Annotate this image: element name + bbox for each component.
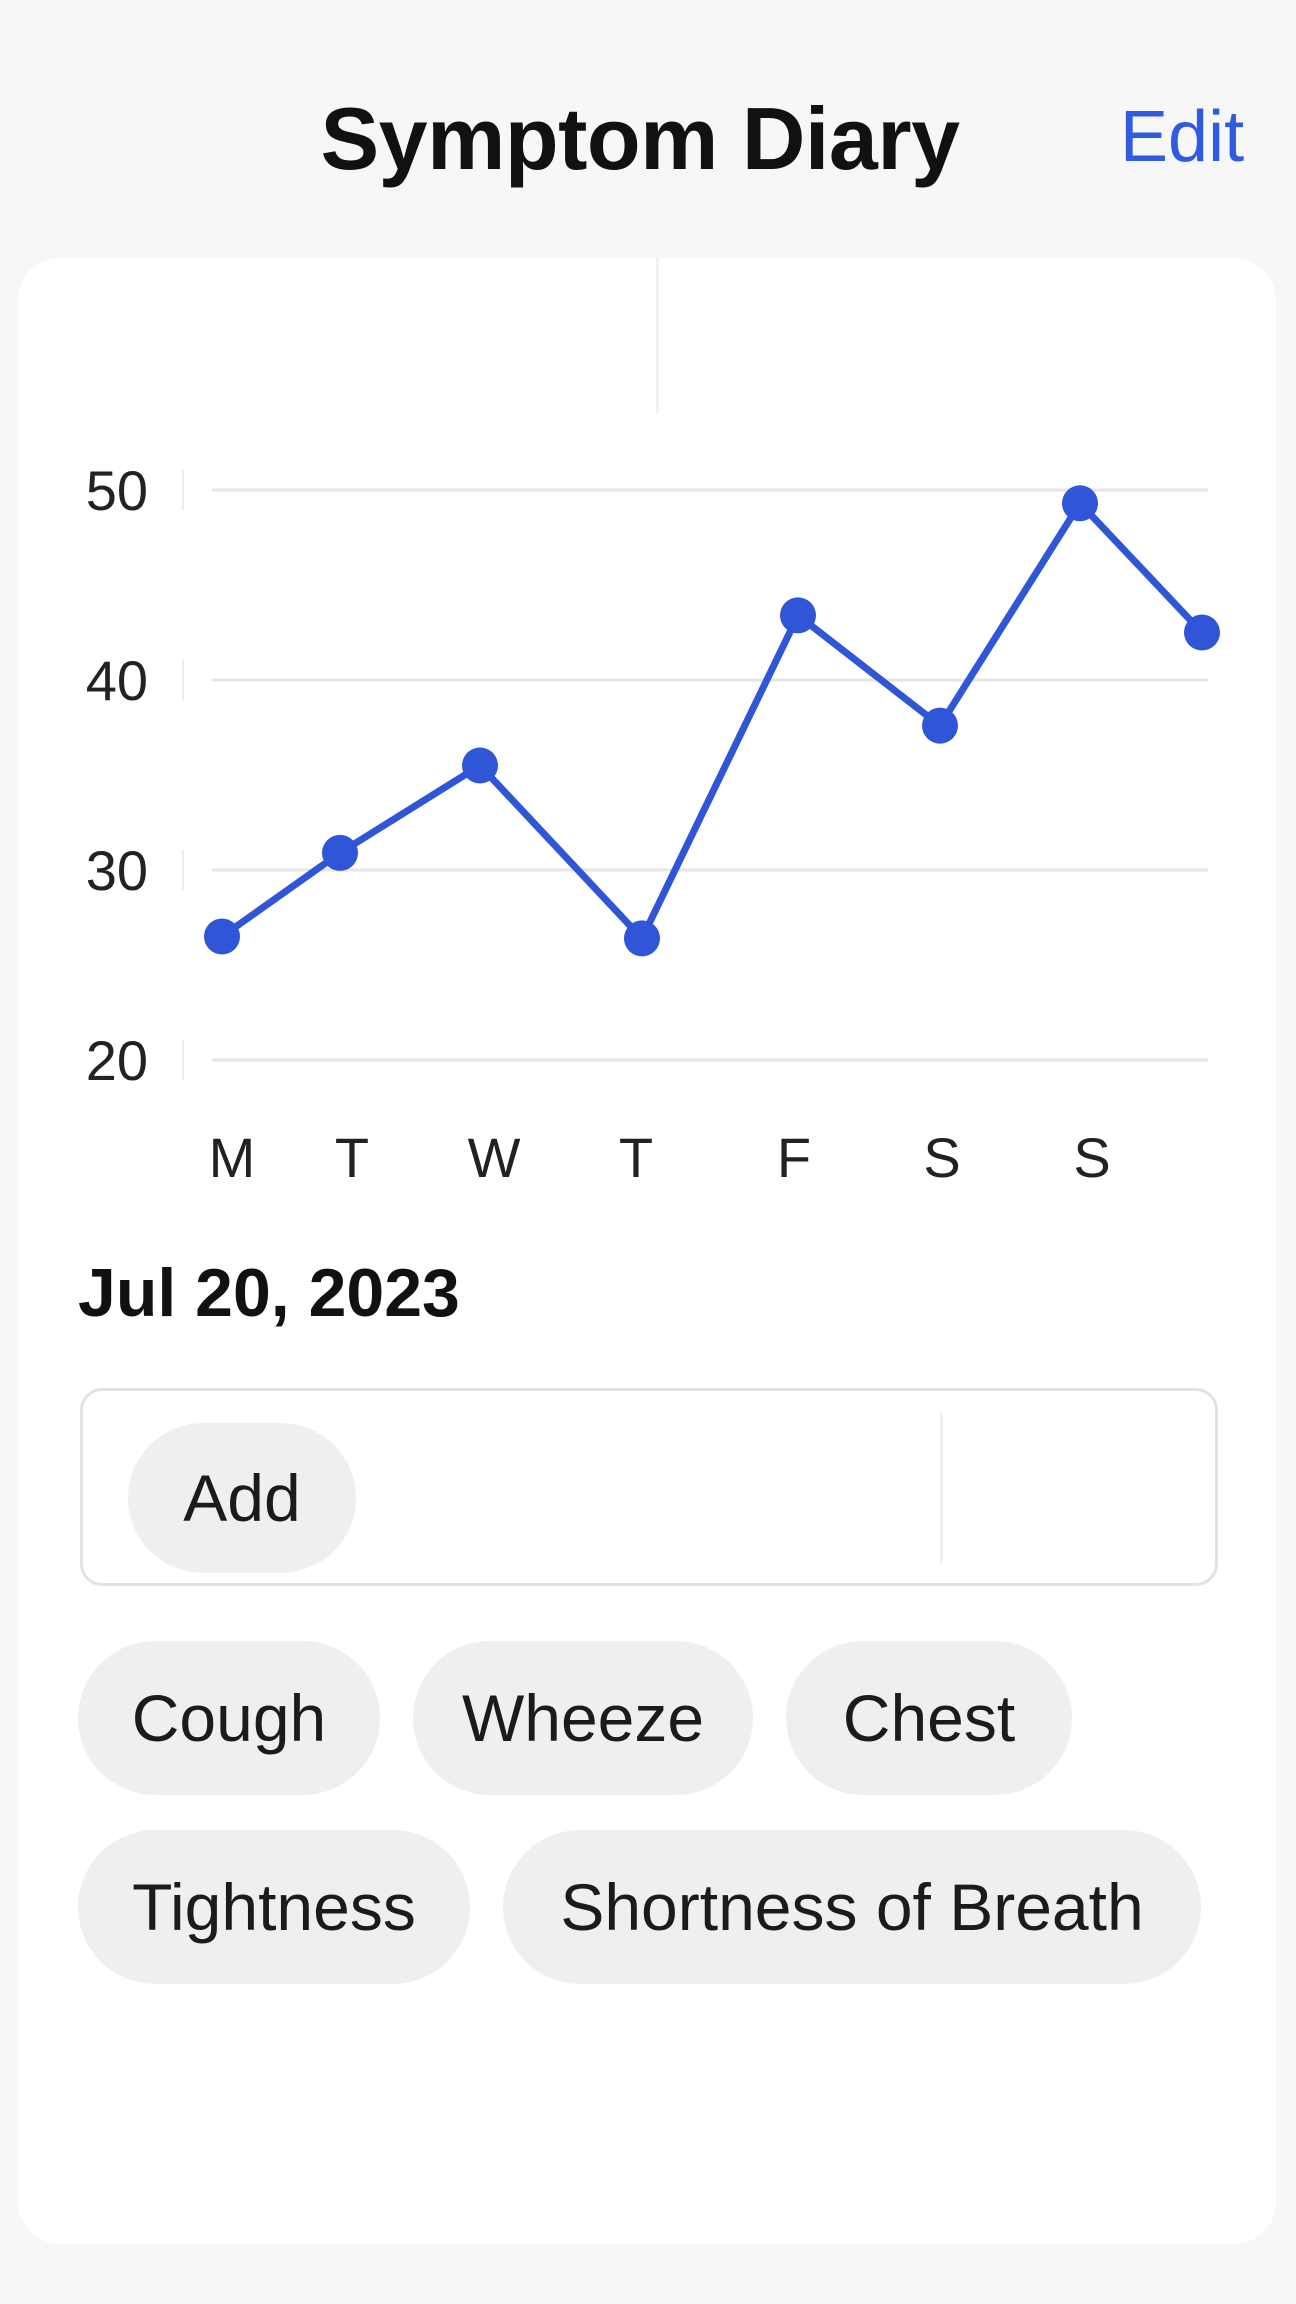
symptom-chip-wheeze[interactable]: Wheeze <box>413 1641 753 1795</box>
date-heading: Jul 20, 2023 <box>78 1255 460 1331</box>
symptom-chip-tightness[interactable]: Tightness <box>78 1830 470 1984</box>
symptom-chip-cough[interactable]: Cough <box>78 1641 380 1795</box>
card-divider <box>656 258 659 413</box>
page-title: Symptom Diary <box>320 89 960 188</box>
edit-button[interactable]: Edit <box>1120 97 1245 177</box>
symptom-chip-chest[interactable]: Chest <box>786 1641 1072 1795</box>
entry-box-divider <box>940 1412 943 1564</box>
add-symptom-button[interactable]: Add <box>128 1423 356 1573</box>
symptom-chip-shortness-of-breath[interactable]: Shortness of Breath <box>503 1830 1201 1984</box>
